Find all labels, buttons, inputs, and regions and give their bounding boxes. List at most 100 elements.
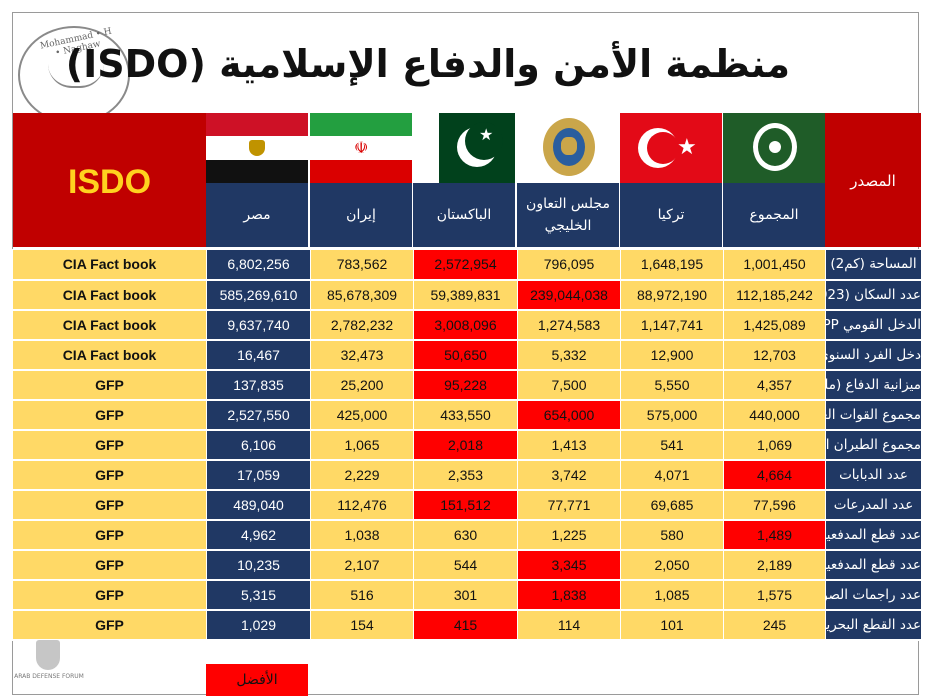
row-label: عدد قطع المدفعية ذاتية الحركة — [825, 519, 922, 551]
table-row: GFP 5,315 516 301 1,838 1,085 1,575 عدد راجمات … — [12, 579, 922, 611]
page-title: منظمة الأمن والدفاع الإسلامية (ISDO) — [65, 42, 790, 86]
value-cell: 239,044,038 — [517, 279, 621, 311]
row-label: المساحة (كم2) — [825, 249, 922, 281]
forum-watermark: ARAB DEFENSE FORUM — [14, 640, 84, 696]
value-cell: 1,001,450 — [723, 249, 826, 281]
column-header-iran: إيران — [310, 183, 412, 247]
column-header-total: المجموع — [723, 183, 825, 247]
source-cell: CIA Fact book — [12, 249, 207, 281]
total-cell: 1,029 — [206, 609, 311, 641]
column-header-egypt: مصر — [206, 183, 308, 247]
legend-best: الأفضل — [206, 664, 308, 696]
value-cell: 4,664 — [723, 459, 826, 491]
total-cell: 6,106 — [206, 429, 311, 461]
value-cell: 1,065 — [310, 429, 414, 461]
total-cell: 17,059 — [206, 459, 311, 491]
egypt-flag-icon — [206, 113, 308, 183]
gcc-emblem-icon — [517, 113, 619, 183]
column-header-pakistan: الباكستان — [413, 183, 515, 247]
table-row: CIA Fact book 585,269,610 85,678,309 59,389… — [12, 279, 922, 311]
shield-icon — [36, 640, 60, 670]
value-cell: 69,685 — [620, 489, 724, 521]
source-cell: GFP — [12, 579, 207, 611]
value-cell: 3,345 — [517, 549, 621, 581]
value-cell: 3,008,096 — [413, 309, 518, 341]
value-cell: 154 — [310, 609, 414, 641]
value-cell: 544 — [413, 549, 518, 581]
row-label: عدد قطع المدفعية المقطورة — [825, 549, 922, 581]
total-cell: 16,467 — [206, 339, 311, 371]
value-cell: 3,742 — [517, 459, 621, 491]
value-cell: 796,095 — [517, 249, 621, 281]
total-cell: 10,235 — [206, 549, 311, 581]
value-cell: 88,972,190 — [620, 279, 724, 311]
iran-flag-icon: ☫ — [310, 113, 412, 183]
source-cell: CIA Fact book — [12, 339, 207, 371]
source-cell: CIA Fact book — [12, 309, 207, 341]
value-cell: 2,018 — [413, 429, 518, 461]
row-label: ميزانية الدفاع (مليون $) — [825, 369, 922, 401]
value-cell: 415 — [413, 609, 518, 641]
value-cell: 32,473 — [310, 339, 414, 371]
logo-panel — [13, 113, 206, 247]
table-row: GFP 10,235 2,107 544 3,345 2,050 2,189 عدد قطع … — [12, 549, 922, 581]
value-cell: 1,575 — [723, 579, 826, 611]
total-cell: 5,315 — [206, 579, 311, 611]
value-cell: 433,550 — [413, 399, 518, 431]
source-cell: GFP — [12, 459, 207, 491]
source-header: المصدر — [850, 172, 896, 190]
column-header-turkey: تركيا — [620, 183, 722, 247]
row-label: عدد المدرعات — [825, 489, 922, 521]
value-cell: 2,572,954 — [413, 249, 518, 281]
signature-scribble — [48, 64, 104, 88]
value-cell: 50,650 — [413, 339, 518, 371]
row-label: عدد القطع البحرية الرئيسية — [825, 609, 922, 641]
value-cell: 2,050 — [620, 549, 724, 581]
total-cell: 489,040 — [206, 489, 311, 521]
row-label: عدد راجمات الصواريخ — [825, 579, 922, 611]
source-header-panel — [825, 113, 921, 247]
value-cell: 1,425,089 — [723, 309, 826, 341]
value-cell: 1,274,583 — [517, 309, 621, 341]
value-cell: 245 — [723, 609, 826, 641]
value-cell: 4,357 — [723, 369, 826, 401]
total-cell: 137,835 — [206, 369, 311, 401]
table-row: CIA Fact book 6,802,256 783,562 2,572,954 79… — [12, 249, 922, 281]
value-cell: 2,353 — [413, 459, 518, 491]
table-row: CIA Fact book 16,467 32,473 50,650 5,332 12,9… — [12, 339, 922, 371]
value-cell: 151,512 — [413, 489, 518, 521]
value-cell: 541 — [620, 429, 724, 461]
value-cell: 12,900 — [620, 339, 724, 371]
table-row: GFP 2,527,550 425,000 433,550 654,000 575,000… — [12, 399, 922, 431]
table-row: GFP 17,059 2,229 2,353 3,742 4,071 4,664 عدد ال… — [12, 459, 922, 491]
source-cell: GFP — [12, 549, 207, 581]
value-cell: 425,000 — [310, 399, 414, 431]
row-label: مجموع القوات العاملة — [825, 399, 922, 431]
value-cell: 1,147,741 — [620, 309, 724, 341]
value-cell: 1,648,195 — [620, 249, 724, 281]
value-cell: 2,782,232 — [310, 309, 414, 341]
source-cell: GFP — [12, 489, 207, 521]
source-cell: GFP — [12, 429, 207, 461]
total-cell: 9,637,740 — [206, 309, 311, 341]
value-cell: 580 — [620, 519, 724, 551]
value-cell: 654,000 — [517, 399, 621, 431]
row-label: عدد السكان (2023) — [825, 279, 922, 311]
table-row: CIA Fact book 9,637,740 2,782,232 3,008,096… — [12, 309, 922, 341]
value-cell: 575,000 — [620, 399, 724, 431]
value-cell: 516 — [310, 579, 414, 611]
value-cell: 440,000 — [723, 399, 826, 431]
total-cell: 2,527,550 — [206, 399, 311, 431]
source-cell: CIA Fact book — [12, 279, 207, 311]
value-cell: 7,500 — [517, 369, 621, 401]
pakistan-flag-icon: ★ — [413, 113, 515, 183]
watermark-text: ARAB DEFENSE FORUM — [14, 673, 84, 680]
table-row: GFP 6,106 1,065 2,018 1,413 541 1,069 مجموع الط… — [12, 429, 922, 461]
value-cell: 112,476 — [310, 489, 414, 521]
table-row: GFP 489,040 112,476 151,512 77,771 69,685 77,5… — [12, 489, 922, 521]
value-cell: 1,838 — [517, 579, 621, 611]
value-cell: 1,225 — [517, 519, 621, 551]
row-label: مجموع الطيران العسكري — [825, 429, 922, 461]
row-label: عدد الدبابات — [825, 459, 922, 491]
